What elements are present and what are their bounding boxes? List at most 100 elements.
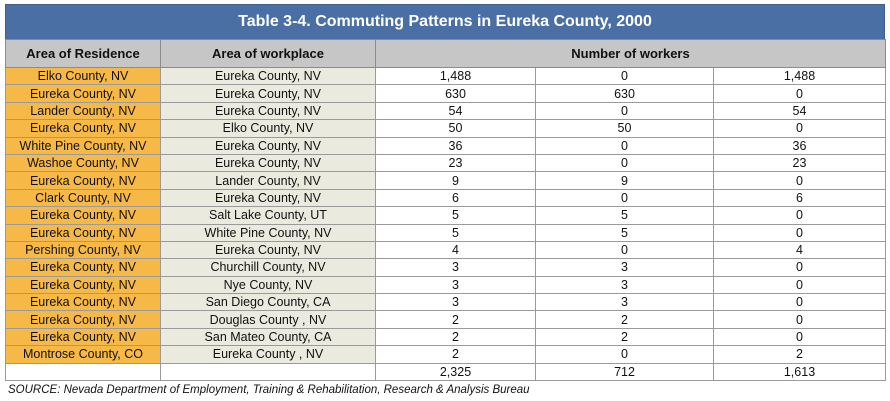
residence-cell: Eureka County, NV [5, 327, 161, 347]
residence-cell: White Pine County, NV [5, 136, 161, 155]
header-number-of-workers: Number of workers [375, 39, 886, 68]
totals-inbound-cell: 1,613 [713, 362, 886, 382]
totals-blank-cell [160, 362, 376, 382]
total-workers-cell: 630 [375, 84, 536, 103]
total-workers-cell: 2 [375, 345, 536, 364]
residence-cell: Pershing County, NV [5, 240, 161, 260]
workplace-cell: Eureka County, NV [160, 188, 376, 208]
workplace-cell: Eureka County, NV [160, 66, 376, 86]
total-workers-cell: 4 [375, 240, 536, 260]
outbound-workers-cell: 50 [535, 119, 714, 138]
residence-cell: Eureka County, NV [5, 310, 161, 329]
total-workers-cell: 2 [375, 310, 536, 329]
table-row: Lander County, NV Eureka County, NV 54 0 54 [5, 101, 886, 121]
inbound-workers-cell: 2 [713, 345, 886, 364]
table-row: Eureka County, NV Salt Lake County, UT 5 5 0 [5, 206, 886, 225]
workplace-cell: Eureka County, NV [160, 153, 376, 173]
table-row: Eureka County, NV Douglas County , NV 2 2 0 [5, 310, 886, 329]
inbound-workers-cell: 54 [713, 101, 886, 121]
residence-cell: Eureka County, NV [5, 223, 161, 242]
outbound-workers-cell: 630 [535, 84, 714, 103]
residence-cell: Lander County, NV [5, 101, 161, 121]
table-title: Table 3-4. Commuting Patterns in Eureka … [5, 4, 885, 39]
table-row: Elko County, NV Eureka County, NV 1,488 0 1,… [5, 66, 886, 86]
workplace-cell: Elko County, NV [160, 119, 376, 138]
table-body: Elko County, NV Eureka County, NV 1,488 0 1,… [5, 66, 886, 382]
residence-cell: Eureka County, NV [5, 275, 161, 295]
outbound-workers-cell: 0 [535, 345, 714, 364]
outbound-workers-cell: 0 [535, 240, 714, 260]
inbound-workers-cell: 1,488 [713, 66, 886, 86]
residence-cell: Elko County, NV [5, 66, 161, 86]
total-workers-cell: 2 [375, 327, 536, 347]
table-row: Eureka County, NV Elko County, NV 50 50 0 [5, 119, 886, 138]
total-workers-cell: 1,488 [375, 66, 536, 86]
outbound-workers-cell: 9 [535, 171, 714, 190]
table-row: Eureka County, NV San Mateo County, CA 2 2 0 [5, 327, 886, 347]
outbound-workers-cell: 0 [535, 136, 714, 155]
workplace-cell: Nye County, NV [160, 275, 376, 295]
inbound-workers-cell: 0 [713, 327, 886, 347]
commuting-table-container: Table 3-4. Commuting Patterns in Eureka … [5, 4, 886, 382]
table-row: Eureka County, NV Churchill County, NV 3 3 0 [5, 258, 886, 277]
inbound-workers-cell: 36 [713, 136, 886, 155]
residence-cell: Washoe County, NV [5, 153, 161, 173]
inbound-workers-cell: 6 [713, 188, 886, 208]
total-workers-cell: 36 [375, 136, 536, 155]
residence-cell: Eureka County, NV [5, 119, 161, 138]
table-row: Eureka County, NV San Diego County, CA 3 3 0 [5, 293, 886, 312]
inbound-workers-cell: 0 [713, 84, 886, 103]
table-row: Eureka County, NV Nye County, NV 3 3 0 [5, 275, 886, 295]
total-workers-cell: 3 [375, 293, 536, 312]
outbound-workers-cell: 3 [535, 275, 714, 295]
total-workers-cell: 23 [375, 153, 536, 173]
workplace-cell: Eureka County, NV [160, 101, 376, 121]
outbound-workers-cell: 2 [535, 327, 714, 347]
residence-cell: Montrose County, CO [5, 345, 161, 364]
workplace-cell: Salt Lake County, UT [160, 206, 376, 225]
outbound-workers-cell: 3 [535, 293, 714, 312]
workplace-cell: White Pine County, NV [160, 223, 376, 242]
total-workers-cell: 50 [375, 119, 536, 138]
inbound-workers-cell: 23 [713, 153, 886, 173]
total-workers-cell: 3 [375, 258, 536, 277]
totals-row: 2,325 712 1,613 [5, 362, 886, 382]
outbound-workers-cell: 2 [535, 310, 714, 329]
outbound-workers-cell: 0 [535, 66, 714, 86]
inbound-workers-cell: 0 [713, 171, 886, 190]
workplace-cell: Lander County, NV [160, 171, 376, 190]
total-workers-cell: 5 [375, 206, 536, 225]
table-row: Eureka County, NV Eureka County, NV 630 630… [5, 84, 886, 103]
total-workers-cell: 9 [375, 171, 536, 190]
residence-cell: Eureka County, NV [5, 206, 161, 225]
inbound-workers-cell: 0 [713, 293, 886, 312]
workplace-cell: Churchill County, NV [160, 258, 376, 277]
table-row: Eureka County, NV Lander County, NV 9 9 0 [5, 171, 886, 190]
header-row: Area of Residence Area of workplace Numb… [5, 39, 886, 68]
header-area-of-residence: Area of Residence [5, 39, 161, 68]
total-workers-cell: 6 [375, 188, 536, 208]
inbound-workers-cell: 0 [713, 223, 886, 242]
table-row: Clark County, NV Eureka County, NV 6 0 6 [5, 188, 886, 208]
residence-cell: Eureka County, NV [5, 84, 161, 103]
table-row: White Pine County, NV Eureka County, NV 36… [5, 136, 886, 155]
commuting-table: Area of Residence Area of workplace Numb… [5, 39, 886, 382]
header-area-of-workplace: Area of workplace [160, 39, 376, 68]
workplace-cell: Eureka County, NV [160, 240, 376, 260]
residence-cell: Eureka County, NV [5, 171, 161, 190]
totals-outbound-cell: 712 [535, 362, 714, 382]
outbound-workers-cell: 5 [535, 223, 714, 242]
workplace-cell: Eureka County, NV [160, 84, 376, 103]
inbound-workers-cell: 0 [713, 310, 886, 329]
totals-total-cell: 2,325 [375, 362, 536, 382]
table-row: Eureka County, NV White Pine County, NV 5 5… [5, 223, 886, 242]
inbound-workers-cell: 0 [713, 258, 886, 277]
workplace-cell: Douglas County , NV [160, 310, 376, 329]
residence-cell: Clark County, NV [5, 188, 161, 208]
residence-cell: Eureka County, NV [5, 258, 161, 277]
inbound-workers-cell: 0 [713, 275, 886, 295]
outbound-workers-cell: 0 [535, 188, 714, 208]
inbound-workers-cell: 0 [713, 206, 886, 225]
totals-blank-cell [5, 362, 161, 382]
outbound-workers-cell: 0 [535, 153, 714, 173]
